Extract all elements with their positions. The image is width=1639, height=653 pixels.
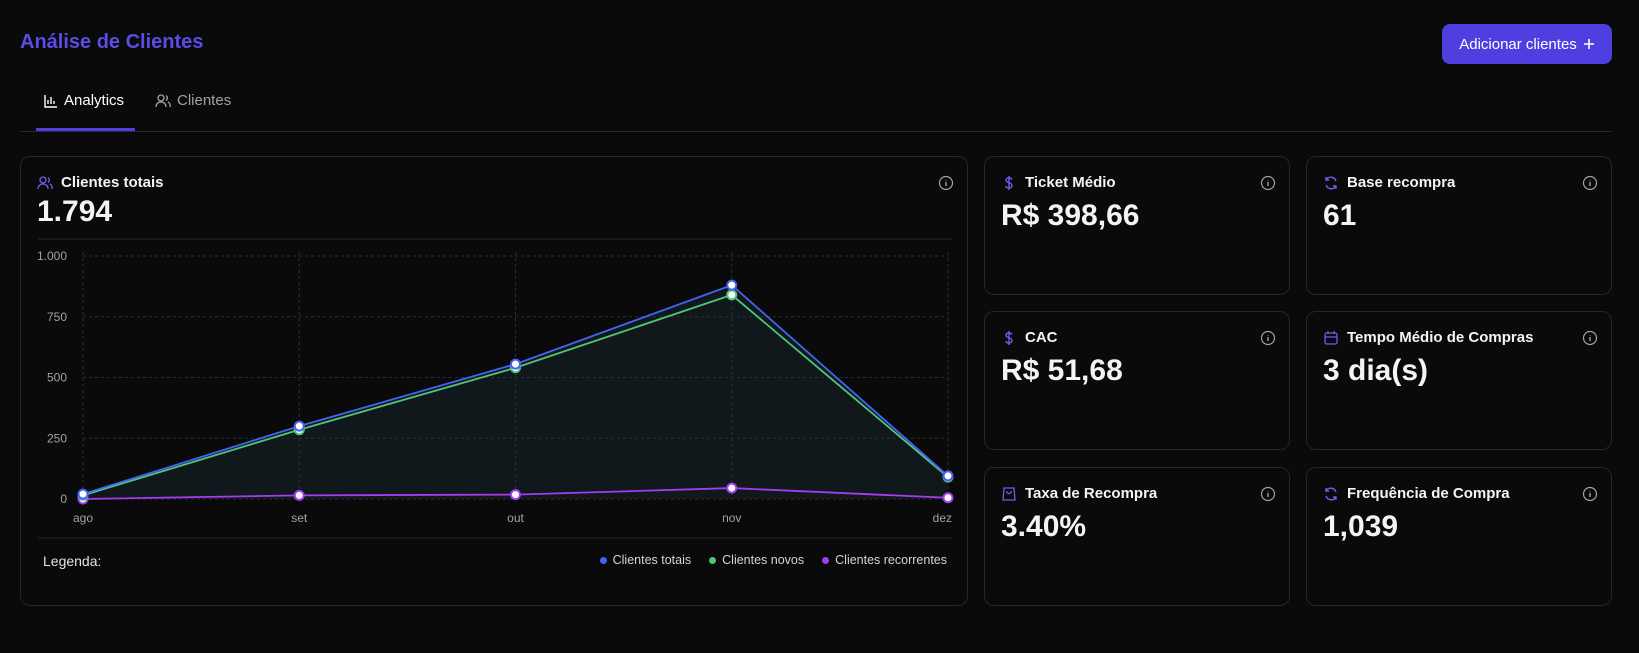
data-point — [293, 420, 305, 432]
stat-card: Taxa de Recompra 3.40% — [984, 467, 1290, 606]
stat-icon — [1325, 176, 1337, 189]
info-icon[interactable] — [1582, 330, 1598, 346]
y-tick-label: 250 — [47, 431, 67, 445]
x-tick-label: out — [507, 511, 524, 525]
stat-card: Base recompra 61 — [1306, 156, 1612, 295]
stat-title: Frequência de Compra — [1323, 485, 1510, 502]
legend: Clientes totais Clientes novos Clientes re… — [21, 553, 967, 567]
data-point — [942, 492, 954, 504]
stat-card: CAC R$ 51,68 — [984, 311, 1290, 450]
data-point — [726, 279, 738, 291]
legend-swatch — [822, 556, 830, 564]
stat-title: Taxa de Recompra — [1001, 485, 1157, 502]
stat-value: R$ 398,66 — [1001, 199, 1140, 232]
info-icon[interactable] — [1260, 330, 1276, 346]
info-icon[interactable] — [1260, 486, 1276, 502]
stat-label: Base recompra — [1347, 174, 1456, 191]
card-title-text: Clientes totais — [61, 174, 164, 191]
legend-item: Clientes totais — [599, 553, 692, 567]
stat-label: CAC — [1025, 329, 1058, 346]
chart-icon — [44, 94, 57, 108]
stat-value: R$ 51,68 — [1001, 354, 1123, 387]
legend-item: Clientes novos — [709, 553, 804, 567]
y-tick-label: 500 — [47, 371, 67, 385]
legend-label: Clientes recorrentes — [835, 553, 947, 567]
area — [83, 285, 948, 499]
card-value: 1.794 — [37, 195, 113, 228]
stat-icon — [1324, 330, 1338, 345]
y-tick-label: 750 — [47, 310, 67, 324]
info-icon[interactable] — [1260, 175, 1276, 191]
data-point — [510, 489, 521, 501]
x-tick-label: set — [291, 511, 308, 525]
stat-icon — [1005, 175, 1013, 190]
stat-title: CAC — [1001, 329, 1058, 346]
stat-label: Taxa de Recompra — [1025, 485, 1158, 502]
data-point — [77, 488, 89, 500]
users-icon — [155, 93, 171, 107]
chart: Legenda: 0 250 500 750 1.000 ago set out nov dez — [37, 238, 954, 569]
legend-item: Clientes recorrentes — [822, 553, 947, 567]
legend-swatch — [709, 556, 717, 564]
card-title: Clientes totais — [37, 174, 164, 191]
stat-value: 1,039 — [1323, 510, 1399, 543]
tab-clients[interactable]: Clientes — [155, 92, 231, 109]
x-tick-label: nov — [722, 511, 741, 525]
stat-card: Frequência de Compra 1,039 — [1306, 467, 1612, 606]
stat-title: Base recompra — [1323, 174, 1455, 191]
stat-title: Tempo Médio de Compras — [1323, 329, 1533, 346]
stat-value: 3 dia(s) — [1323, 354, 1429, 387]
data-point — [726, 289, 738, 301]
stat-card: Ticket Médio R$ 398,66 — [984, 156, 1290, 295]
data-point — [293, 489, 305, 501]
main-card: Clientes totais 1.794 Legenda: 0 250 500 75… — [20, 156, 968, 606]
data-point — [942, 470, 954, 482]
legend-label: Clientes novos — [722, 553, 805, 567]
tab-label: Analytics — [64, 92, 125, 109]
stat-label: Tempo Médio de Compras — [1347, 329, 1534, 346]
x-tick-label: ago — [73, 511, 93, 525]
add-clients-button[interactable]: Adicionar clientes — [1442, 24, 1612, 64]
button-label: Adicionar clientes — [1459, 35, 1577, 53]
y-tick-label: 1.000 — [37, 249, 67, 263]
y-tick-label: 0 — [60, 492, 67, 506]
stat-card: Tempo Médio de Compras 3 dia(s) — [1306, 311, 1612, 450]
stat-icon — [1325, 487, 1337, 500]
stat-title: Ticket Médio — [1001, 174, 1116, 191]
data-point — [510, 358, 521, 370]
info-icon[interactable] — [938, 175, 954, 191]
legend-title: Legenda: — [43, 553, 101, 569]
page-title: Análise de Clientes — [20, 31, 204, 53]
users-icon — [37, 175, 53, 189]
x-tick-label: dez — [933, 511, 952, 525]
info-icon[interactable] — [1582, 486, 1598, 502]
tab-underline — [36, 128, 135, 131]
stat-label: Ticket Médio — [1025, 174, 1116, 191]
data-point — [726, 482, 738, 494]
info-icon[interactable] — [1582, 175, 1598, 191]
stat-value: 61 — [1323, 199, 1357, 232]
tab-analytics[interactable]: Analytics — [44, 92, 124, 109]
legend-swatch — [599, 556, 607, 564]
tab-divider — [20, 131, 1612, 132]
stat-value: 3.40% — [1001, 510, 1087, 543]
stat-icon — [1002, 486, 1016, 501]
tab-label: Clientes — [177, 92, 232, 109]
stat-icon — [1005, 330, 1013, 345]
plus-icon — [1583, 39, 1594, 49]
legend-label: Clientes totais — [612, 553, 692, 567]
stat-label: Frequência de Compra — [1347, 485, 1510, 502]
